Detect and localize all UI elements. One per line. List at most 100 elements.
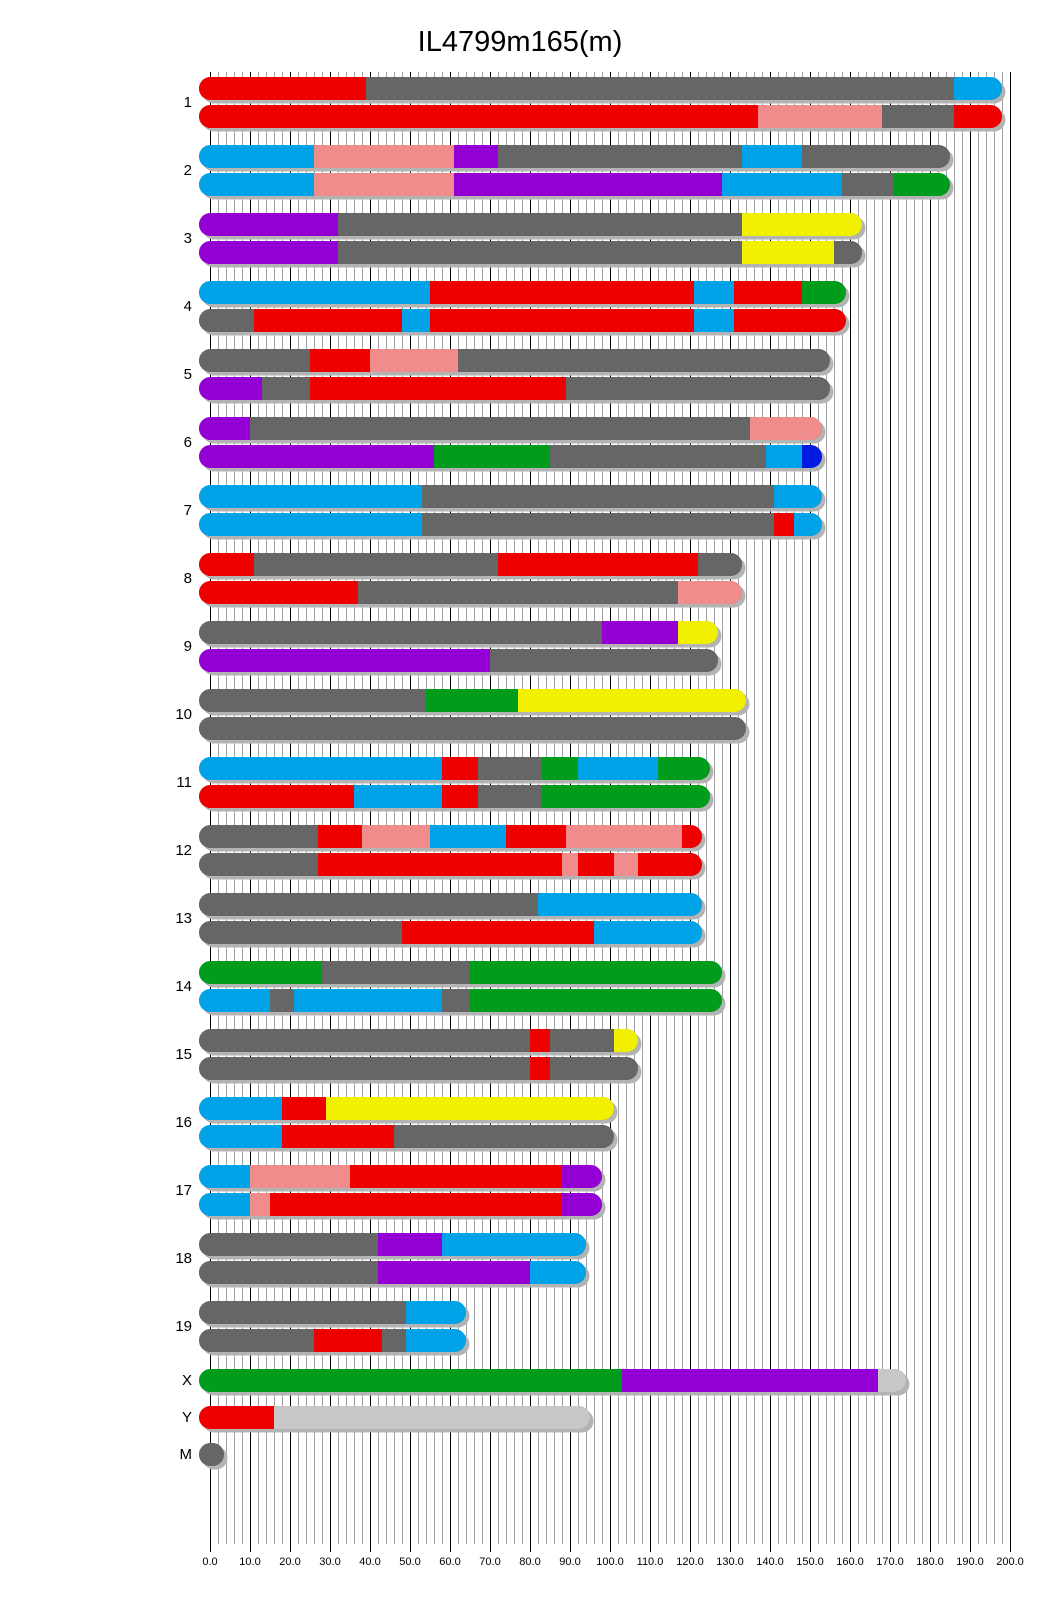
- chromosome-segment: [198, 77, 366, 100]
- chromosome-bar: [198, 581, 742, 604]
- chromosome-bar: [198, 1057, 638, 1080]
- chromosome-bar: [198, 309, 846, 332]
- x-axis-tick-label: 80.0: [519, 1556, 541, 1568]
- x-axis-tick-label: 180.0: [916, 1556, 944, 1568]
- chromosome-label: 14: [175, 977, 192, 995]
- chromosome-segment: [406, 1301, 466, 1324]
- chromosome-segment: [882, 105, 954, 128]
- gridline-minor: [801, 72, 803, 1544]
- gridline-minor: [681, 72, 683, 1544]
- chromosome-segment: [834, 241, 862, 264]
- chromosome-segment: [678, 581, 742, 604]
- chromosome-bar: [198, 145, 950, 168]
- chromosome-segment: [682, 825, 702, 848]
- chromosome-segment: [742, 241, 834, 264]
- gridline-major: [369, 72, 371, 1552]
- chromosome-segment: [274, 1406, 590, 1429]
- chromosome-segment: [550, 1029, 614, 1052]
- chromosome-segment: [326, 1097, 614, 1120]
- chromosome-segment: [198, 553, 254, 576]
- chromosome-segment: [562, 853, 578, 876]
- x-axis-tick-label: 200.0: [996, 1556, 1024, 1568]
- chromosome-label: 6: [183, 433, 192, 451]
- chromosome-segment: [338, 213, 742, 236]
- chromosome-segment: [842, 173, 894, 196]
- chromosome-bar: [198, 105, 1002, 128]
- chromosome-bar: [198, 893, 702, 916]
- gridline-major: [689, 72, 691, 1552]
- chromosome-segment: [198, 213, 338, 236]
- chromosome-segment: [338, 241, 742, 264]
- chromosome-segment: [578, 853, 614, 876]
- chromosome-segment: [490, 649, 718, 672]
- chromosome-segment: [254, 553, 498, 576]
- gridline-minor: [865, 72, 867, 1544]
- gridline-major: [929, 72, 931, 1552]
- x-axis-tick-label: 160.0: [836, 1556, 864, 1568]
- chromosome-segment: [694, 281, 734, 304]
- x-axis-tick-label: 190.0: [956, 1556, 984, 1568]
- chromosome-segment: [694, 309, 734, 332]
- chromosome-segment: [198, 173, 314, 196]
- gridline-minor: [705, 72, 707, 1544]
- chromosome-bar: [198, 825, 702, 848]
- gridline-major: [809, 72, 811, 1552]
- gridline-minor: [793, 72, 795, 1544]
- chromosome-bar: [198, 649, 718, 672]
- chromosome-segment: [198, 241, 338, 264]
- chromosome-segment: [198, 921, 402, 944]
- chromosome-segment: [406, 1329, 466, 1352]
- chromosome-segment: [378, 1233, 442, 1256]
- chromosome-segment: [198, 1097, 282, 1120]
- chromosome-segment: [894, 173, 950, 196]
- chromosome-segment: [198, 1029, 530, 1052]
- gridline-minor: [561, 72, 563, 1544]
- chromosome-label: 12: [175, 841, 192, 859]
- gridline-minor: [713, 72, 715, 1544]
- gridline-minor: [633, 72, 635, 1544]
- gridline-minor: [777, 72, 779, 1544]
- chromosome-segment: [622, 1369, 878, 1392]
- chromosome-segment: [638, 853, 702, 876]
- chromosome-segment: [434, 445, 550, 468]
- chromosome-segment: [774, 513, 794, 536]
- chromosome-segment: [562, 1165, 602, 1188]
- gridline-major: [649, 72, 651, 1552]
- gridline-major: [969, 72, 971, 1552]
- chromosome-segment: [282, 1125, 394, 1148]
- chromosome-bar: [198, 281, 846, 304]
- chromosome-segment: [294, 989, 442, 1012]
- chromosome-segment: [354, 785, 442, 808]
- chromosome-segment: [322, 961, 470, 984]
- gridline-minor: [265, 72, 267, 1544]
- chromosome-bar: [198, 785, 710, 808]
- gridline-major: [449, 72, 451, 1552]
- gridline-minor: [281, 72, 283, 1544]
- gridline-minor: [657, 72, 659, 1544]
- gridline-minor: [241, 72, 243, 1544]
- gridline-minor: [673, 72, 675, 1544]
- chromosome-segment: [198, 513, 422, 536]
- chromosome-segment: [430, 825, 506, 848]
- chromosome-segment: [750, 417, 822, 440]
- chromosome-segment: [402, 921, 594, 944]
- gridline-minor: [993, 72, 995, 1544]
- chromosome-segment: [198, 1406, 274, 1429]
- chromosome-bar: [198, 689, 746, 712]
- chromosome-bar: [198, 1193, 602, 1216]
- gridline-minor: [345, 72, 347, 1544]
- chromosome-segment: [198, 689, 426, 712]
- chromosome-segment: [198, 349, 310, 372]
- gridline-minor: [337, 72, 339, 1544]
- gridline-minor: [313, 72, 315, 1544]
- gridline-minor: [665, 72, 667, 1544]
- chromosome-segment: [454, 173, 722, 196]
- gridline-minor: [385, 72, 387, 1544]
- chromosome-segment: [774, 485, 822, 508]
- gridline-minor: [273, 72, 275, 1544]
- chromosome-segment: [282, 1097, 326, 1120]
- chromosome-segment: [506, 825, 566, 848]
- gridline-minor: [873, 72, 875, 1544]
- chromosome-segment: [470, 961, 722, 984]
- gridline-minor: [441, 72, 443, 1544]
